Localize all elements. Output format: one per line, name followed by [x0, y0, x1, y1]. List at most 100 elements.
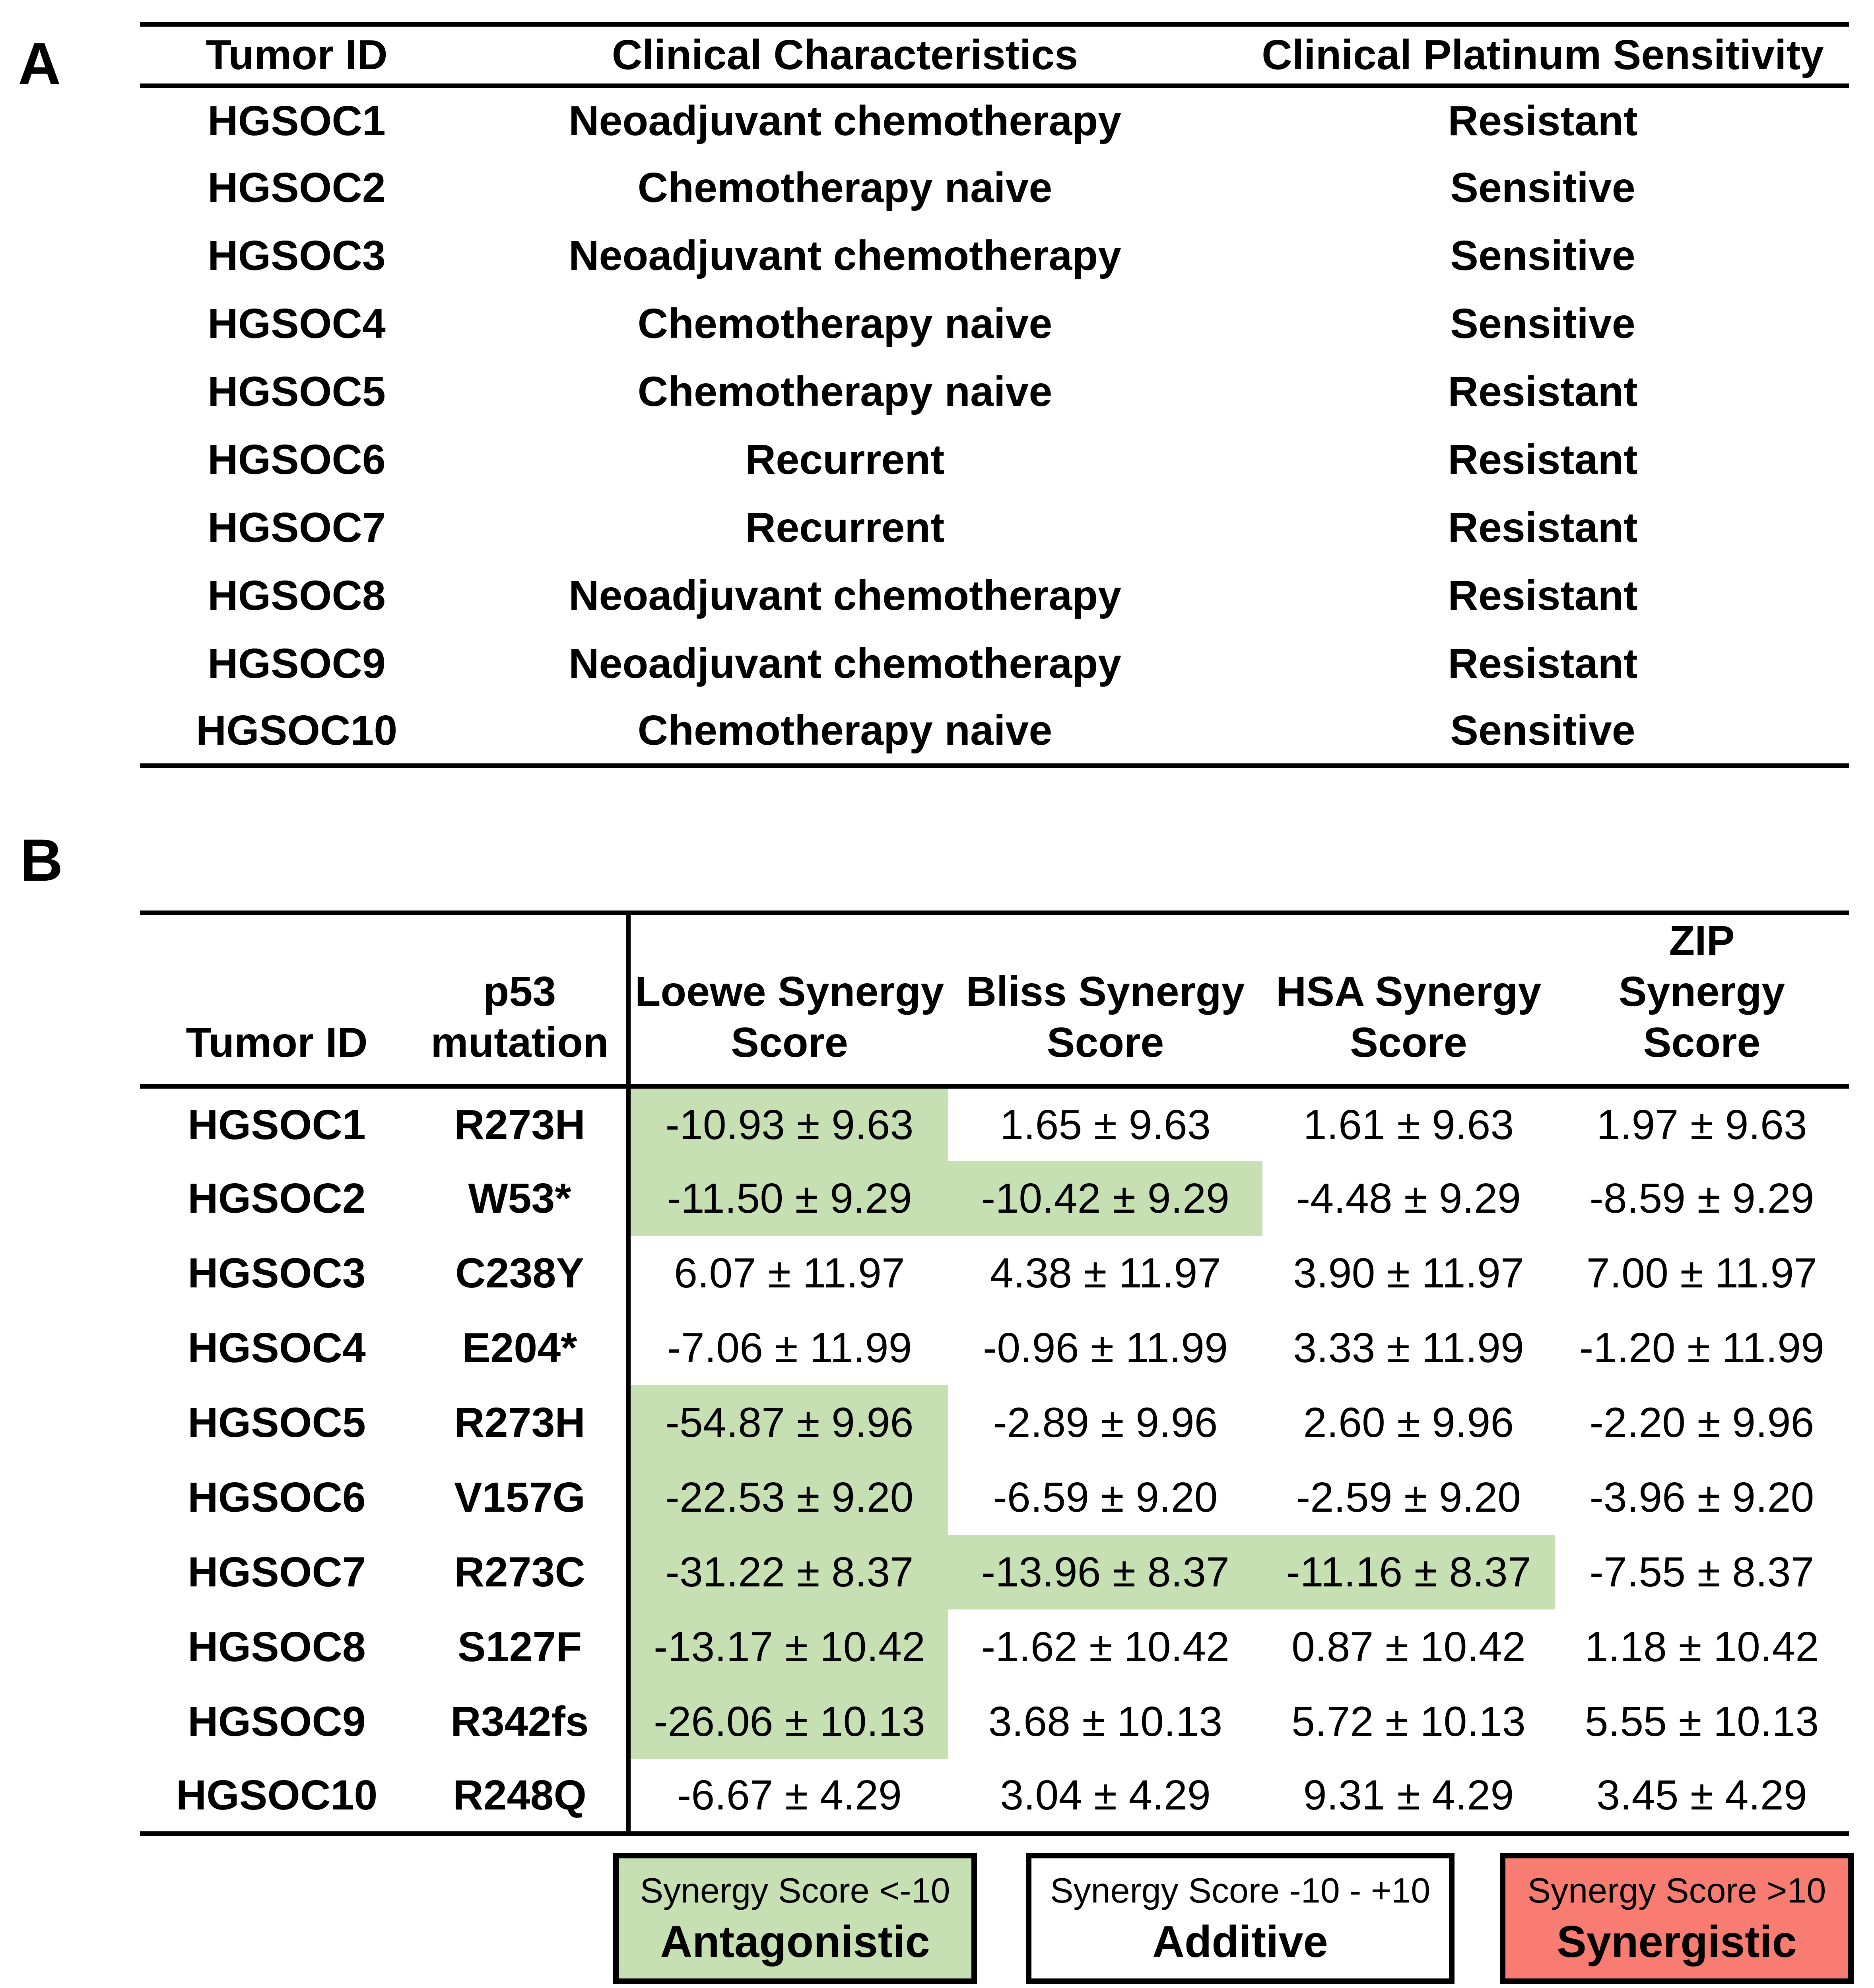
p53-mutation-cell: S127F: [457, 1623, 582, 1670]
legend-range-label: Synergy Score <-10: [640, 1871, 950, 1910]
table-b-header-loewe: Loewe Synergy Score: [626, 913, 948, 1086]
legend-range-label: Synergy Score -10 - +10: [1050, 1871, 1431, 1910]
table-b-header-zip: ZIP Synergy Score: [1555, 913, 1849, 1086]
tumor-id-cell: HGSOC9: [188, 1698, 366, 1745]
legend-category-label: Synergistic: [1557, 1917, 1797, 1967]
bliss-score-cell: 4.38 ± 11.97: [990, 1249, 1221, 1297]
table-row: HGSOC2 Chemotherapy naive Sensitive: [140, 154, 1849, 222]
header-line: mutation: [431, 1019, 609, 1066]
characteristics-cell: Recurrent: [745, 436, 945, 483]
panel-b-label: B: [20, 827, 63, 893]
hsa-score-cell: -4.48 ± 9.29: [1296, 1175, 1521, 1222]
sensitivity-cell: Sensitive: [1450, 232, 1635, 279]
table-row: HGSOC6 Recurrent Resistant: [140, 426, 1849, 494]
table-b-header-hsa: HSA Synergy Score: [1262, 913, 1555, 1086]
bliss-score-cell: 1.65 ± 9.63: [1000, 1101, 1211, 1148]
zip-score-cell: 3.45 ± 4.29: [1596, 1771, 1807, 1819]
tumor-id-cell: HGSOC3: [208, 232, 386, 279]
header-line: Loewe Synergy: [635, 968, 944, 1015]
zip-score-cell: 7.00 ± 11.97: [1586, 1249, 1818, 1297]
sensitivity-cell: Sensitive: [1450, 164, 1635, 211]
tumor-id-cell: HGSOC1: [208, 97, 386, 144]
sensitivity-cell: Sensitive: [1450, 707, 1635, 754]
zip-score-cell: 5.55 ± 10.13: [1585, 1698, 1819, 1745]
zip-score-cell: -2.20 ± 9.96: [1589, 1399, 1814, 1446]
loewe-score-cell: -31.22 ± 8.37: [626, 1535, 948, 1609]
tumor-id-cell: HGSOC7: [188, 1548, 366, 1596]
characteristics-cell: Neoadjuvant chemotherapy: [568, 640, 1122, 687]
tumor-id-cell: HGSOC2: [208, 164, 386, 211]
header-line: p53: [483, 968, 556, 1015]
bliss-score-cell: 3.68 ± 10.13: [988, 1698, 1223, 1745]
header-line: Tumor ID: [186, 1019, 368, 1066]
clinical-characteristics-table: Tumor ID Clinical Characteristics Clinic…: [140, 22, 1849, 768]
p53-mutation-cell: R273H: [454, 1399, 585, 1446]
loewe-score-cell: -6.67 ± 4.29: [626, 1759, 948, 1834]
bliss-score-cell: -10.42 ± 9.29: [948, 1161, 1262, 1236]
table-row: HGSOC3 Neoadjuvant chemotherapy Sensitiv…: [140, 222, 1849, 290]
header-line: ZIP: [1669, 917, 1735, 964]
header-line: Score: [1047, 1019, 1164, 1066]
tumor-id-cell: HGSOC5: [188, 1399, 366, 1446]
p53-mutation-cell: R342fs: [451, 1698, 589, 1745]
header-line: HSA Synergy: [1276, 968, 1542, 1015]
table-a-header-row: Tumor ID Clinical Characteristics Clinic…: [140, 24, 1849, 86]
table-row: HGSOC2 W53* -11.50 ± 9.29 -10.42 ± 9.29 …: [140, 1161, 1849, 1236]
table-b-header-row: Tumor ID p53 mutation Loewe Synergy Scor…: [140, 913, 1849, 1086]
table-row: HGSOC9 Neoadjuvant chemotherapy Resistan…: [140, 630, 1849, 698]
table-row: HGSOC4 Chemotherapy naive Sensitive: [140, 290, 1849, 358]
tumor-id-cell: HGSOC2: [188, 1175, 366, 1222]
loewe-score-cell: -26.06 ± 10.13: [626, 1684, 948, 1759]
tumor-id-cell: HGSOC6: [208, 436, 386, 483]
header-line: Score: [1643, 1019, 1761, 1066]
tumor-id-cell: HGSOC4: [188, 1324, 366, 1371]
hsa-score-cell: 5.72 ± 10.13: [1291, 1698, 1526, 1745]
table-row: HGSOC7 Recurrent Resistant: [140, 494, 1849, 562]
tumor-id-cell: HGSOC10: [196, 707, 398, 754]
table-b-header-bliss: Bliss Synergy Score: [948, 913, 1262, 1086]
characteristics-cell: Recurrent: [745, 504, 945, 551]
sensitivity-cell: Resistant: [1448, 436, 1638, 483]
table-row: HGSOC10 R248Q -6.67 ± 4.29 3.04 ± 4.29 9…: [140, 1759, 1849, 1834]
zip-score-cell: -8.59 ± 9.29: [1589, 1175, 1814, 1222]
hsa-score-cell: 3.90 ± 11.97: [1293, 1249, 1524, 1297]
loewe-score-cell: -13.17 ± 10.42: [626, 1609, 948, 1684]
synergy-score-table: Tumor ID p53 mutation Loewe Synergy Scor…: [140, 911, 1849, 1836]
characteristics-cell: Chemotherapy naive: [637, 300, 1053, 347]
characteristics-cell: Chemotherapy naive: [637, 164, 1053, 211]
legend-additive: Synergy Score -10 - +10 Additive: [1026, 1853, 1455, 1984]
table-row: HGSOC8 S127F -13.17 ± 10.42 -1.62 ± 10.4…: [140, 1609, 1849, 1684]
legend-antagonistic: Synergy Score <-10 Antagonistic: [613, 1853, 977, 1984]
table-row: HGSOC8 Neoadjuvant chemotherapy Resistan…: [140, 562, 1849, 630]
sensitivity-cell: Resistant: [1448, 97, 1638, 144]
hsa-score-cell: 2.60 ± 9.96: [1303, 1399, 1514, 1446]
loewe-score-cell: -11.50 ± 9.29: [626, 1161, 948, 1236]
sensitivity-cell: Resistant: [1448, 368, 1638, 415]
table-row: HGSOC7 R273C -31.22 ± 8.37 -13.96 ± 8.37…: [140, 1535, 1849, 1609]
loewe-score-cell: -54.87 ± 9.96: [626, 1385, 948, 1460]
hsa-score-cell: 9.31 ± 4.29: [1303, 1771, 1514, 1819]
zip-score-cell: -1.20 ± 11.99: [1579, 1324, 1825, 1371]
header-line: Bliss Synergy: [966, 968, 1245, 1015]
loewe-score-cell: 6.07 ± 11.97: [626, 1236, 948, 1310]
table-row: HGSOC6 V157G -22.53 ± 9.20 -6.59 ± 9.20 …: [140, 1460, 1849, 1535]
tumor-id-cell: HGSOC8: [188, 1623, 366, 1670]
bliss-score-cell: -1.62 ± 10.42: [981, 1623, 1229, 1670]
table-row: HGSOC5 R273H -54.87 ± 9.96 -2.89 ± 9.96 …: [140, 1385, 1849, 1460]
table-b-header-tumor-id: Tumor ID: [140, 913, 414, 1086]
zip-score-cell: 1.18 ± 10.42: [1585, 1623, 1819, 1670]
tumor-id-cell: HGSOC4: [208, 300, 386, 347]
tumor-id-cell: HGSOC8: [208, 572, 386, 619]
p53-mutation-cell: R273H: [454, 1101, 585, 1148]
table-row: HGSOC10 Chemotherapy naive Sensitive: [140, 698, 1849, 766]
characteristics-cell: Neoadjuvant chemotherapy: [568, 97, 1122, 144]
tumor-id-cell: HGSOC5: [208, 368, 386, 415]
sensitivity-cell: Resistant: [1448, 640, 1638, 687]
tumor-id-cell: HGSOC6: [188, 1474, 366, 1521]
characteristics-cell: Chemotherapy naive: [637, 368, 1053, 415]
bliss-score-cell: -13.96 ± 8.37: [948, 1535, 1262, 1609]
zip-score-cell: -7.55 ± 8.37: [1589, 1548, 1814, 1596]
loewe-score-cell: -7.06 ± 11.99: [626, 1310, 948, 1385]
table-row: HGSOC1 R273H -10.93 ± 9.63 1.65 ± 9.63 1…: [140, 1086, 1849, 1161]
table-row: HGSOC4 E204* -7.06 ± 11.99 -0.96 ± 11.99…: [140, 1310, 1849, 1385]
